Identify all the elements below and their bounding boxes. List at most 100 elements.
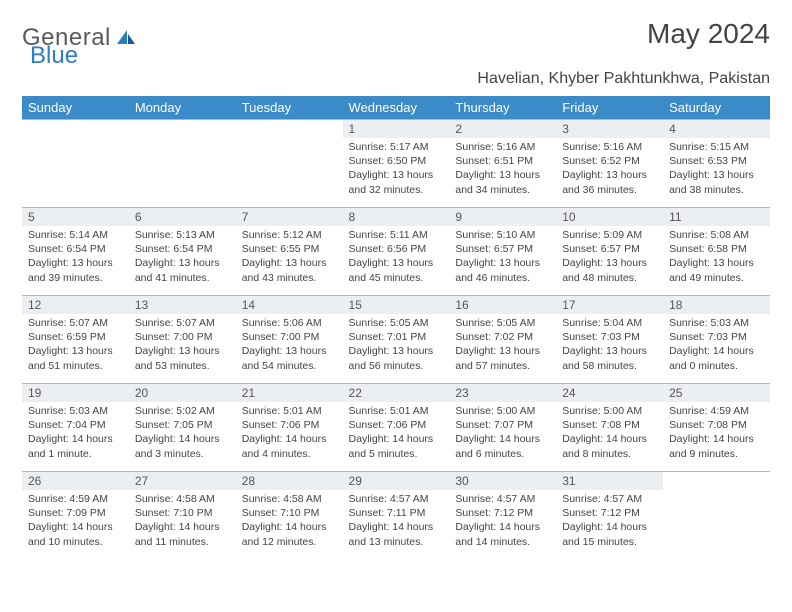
day-number: 22 bbox=[343, 384, 450, 402]
calendar-week-row: 1Sunrise: 5:17 AMSunset: 6:50 PMDaylight… bbox=[22, 120, 770, 208]
day-details: Sunrise: 5:08 AMSunset: 6:58 PMDaylight:… bbox=[663, 226, 770, 289]
day-number: 16 bbox=[449, 296, 556, 314]
weekday-header: Sunday bbox=[22, 96, 129, 120]
weekday-header: Friday bbox=[556, 96, 663, 120]
page-title: May 2024 bbox=[647, 18, 770, 50]
day-number: 26 bbox=[22, 472, 129, 490]
day-details: Sunrise: 5:14 AMSunset: 6:54 PMDaylight:… bbox=[22, 226, 129, 289]
calendar-cell: 9Sunrise: 5:10 AMSunset: 6:57 PMDaylight… bbox=[449, 208, 556, 296]
calendar-cell: 11Sunrise: 5:08 AMSunset: 6:58 PMDayligh… bbox=[663, 208, 770, 296]
day-details: Sunrise: 5:05 AMSunset: 7:01 PMDaylight:… bbox=[343, 314, 450, 377]
day-details: Sunrise: 5:02 AMSunset: 7:05 PMDaylight:… bbox=[129, 402, 236, 465]
weekday-header: Monday bbox=[129, 96, 236, 120]
calendar-cell bbox=[129, 120, 236, 208]
calendar-cell: 17Sunrise: 5:04 AMSunset: 7:03 PMDayligh… bbox=[556, 296, 663, 384]
weekday-header-row: SundayMondayTuesdayWednesdayThursdayFrid… bbox=[22, 96, 770, 120]
weekday-header: Saturday bbox=[663, 96, 770, 120]
day-details: Sunrise: 4:57 AMSunset: 7:12 PMDaylight:… bbox=[556, 490, 663, 553]
day-details: Sunrise: 5:15 AMSunset: 6:53 PMDaylight:… bbox=[663, 138, 770, 201]
day-number: 20 bbox=[129, 384, 236, 402]
weekday-header: Thursday bbox=[449, 96, 556, 120]
day-number: 29 bbox=[343, 472, 450, 490]
day-details: Sunrise: 5:01 AMSunset: 7:06 PMDaylight:… bbox=[343, 402, 450, 465]
day-number: 3 bbox=[556, 120, 663, 138]
weekday-header: Tuesday bbox=[236, 96, 343, 120]
day-number: 10 bbox=[556, 208, 663, 226]
calendar-cell: 15Sunrise: 5:05 AMSunset: 7:01 PMDayligh… bbox=[343, 296, 450, 384]
calendar-week-row: 19Sunrise: 5:03 AMSunset: 7:04 PMDayligh… bbox=[22, 384, 770, 472]
calendar-cell: 25Sunrise: 4:59 AMSunset: 7:08 PMDayligh… bbox=[663, 384, 770, 472]
day-details: Sunrise: 5:03 AMSunset: 7:03 PMDaylight:… bbox=[663, 314, 770, 377]
calendar-cell: 7Sunrise: 5:12 AMSunset: 6:55 PMDaylight… bbox=[236, 208, 343, 296]
day-details: Sunrise: 5:04 AMSunset: 7:03 PMDaylight:… bbox=[556, 314, 663, 377]
calendar-cell: 3Sunrise: 5:16 AMSunset: 6:52 PMDaylight… bbox=[556, 120, 663, 208]
day-number: 5 bbox=[22, 208, 129, 226]
day-details: Sunrise: 5:07 AMSunset: 7:00 PMDaylight:… bbox=[129, 314, 236, 377]
day-details: Sunrise: 5:10 AMSunset: 6:57 PMDaylight:… bbox=[449, 226, 556, 289]
calendar-cell bbox=[663, 472, 770, 560]
day-details: Sunrise: 4:58 AMSunset: 7:10 PMDaylight:… bbox=[236, 490, 343, 553]
calendar-cell: 22Sunrise: 5:01 AMSunset: 7:06 PMDayligh… bbox=[343, 384, 450, 472]
day-number: 19 bbox=[22, 384, 129, 402]
day-number: 4 bbox=[663, 120, 770, 138]
day-number: 9 bbox=[449, 208, 556, 226]
calendar-cell bbox=[22, 120, 129, 208]
brand-sail-icon bbox=[115, 26, 137, 51]
calendar-cell: 20Sunrise: 5:02 AMSunset: 7:05 PMDayligh… bbox=[129, 384, 236, 472]
subtitle: Havelian, Khyber Pakhtunkhwa, Pakistan bbox=[22, 70, 770, 88]
day-number: 6 bbox=[129, 208, 236, 226]
day-number: 30 bbox=[449, 472, 556, 490]
day-details: Sunrise: 5:05 AMSunset: 7:02 PMDaylight:… bbox=[449, 314, 556, 377]
calendar-cell: 29Sunrise: 4:57 AMSunset: 7:11 PMDayligh… bbox=[343, 472, 450, 560]
calendar-cell: 24Sunrise: 5:00 AMSunset: 7:08 PMDayligh… bbox=[556, 384, 663, 472]
day-number: 12 bbox=[22, 296, 129, 314]
calendar-cell: 27Sunrise: 4:58 AMSunset: 7:10 PMDayligh… bbox=[129, 472, 236, 560]
day-details: Sunrise: 5:01 AMSunset: 7:06 PMDaylight:… bbox=[236, 402, 343, 465]
calendar-table: SundayMondayTuesdayWednesdayThursdayFrid… bbox=[22, 96, 770, 560]
calendar-cell: 30Sunrise: 4:57 AMSunset: 7:12 PMDayligh… bbox=[449, 472, 556, 560]
day-details: Sunrise: 5:06 AMSunset: 7:00 PMDaylight:… bbox=[236, 314, 343, 377]
calendar-cell: 21Sunrise: 5:01 AMSunset: 7:06 PMDayligh… bbox=[236, 384, 343, 472]
day-details: Sunrise: 4:58 AMSunset: 7:10 PMDaylight:… bbox=[129, 490, 236, 553]
day-details: Sunrise: 5:13 AMSunset: 6:54 PMDaylight:… bbox=[129, 226, 236, 289]
calendar-cell: 10Sunrise: 5:09 AMSunset: 6:57 PMDayligh… bbox=[556, 208, 663, 296]
calendar-cell: 28Sunrise: 4:58 AMSunset: 7:10 PMDayligh… bbox=[236, 472, 343, 560]
day-details: Sunrise: 5:17 AMSunset: 6:50 PMDaylight:… bbox=[343, 138, 450, 201]
calendar-week-row: 5Sunrise: 5:14 AMSunset: 6:54 PMDaylight… bbox=[22, 208, 770, 296]
day-number: 25 bbox=[663, 384, 770, 402]
day-number: 8 bbox=[343, 208, 450, 226]
calendar-cell: 31Sunrise: 4:57 AMSunset: 7:12 PMDayligh… bbox=[556, 472, 663, 560]
calendar-cell: 14Sunrise: 5:06 AMSunset: 7:00 PMDayligh… bbox=[236, 296, 343, 384]
brand-part2: Blue bbox=[30, 42, 78, 70]
calendar-week-row: 26Sunrise: 4:59 AMSunset: 7:09 PMDayligh… bbox=[22, 472, 770, 560]
day-number: 24 bbox=[556, 384, 663, 402]
day-details: Sunrise: 5:11 AMSunset: 6:56 PMDaylight:… bbox=[343, 226, 450, 289]
day-number: 11 bbox=[663, 208, 770, 226]
calendar-cell: 16Sunrise: 5:05 AMSunset: 7:02 PMDayligh… bbox=[449, 296, 556, 384]
day-details: Sunrise: 5:00 AMSunset: 7:08 PMDaylight:… bbox=[556, 402, 663, 465]
calendar-week-row: 12Sunrise: 5:07 AMSunset: 6:59 PMDayligh… bbox=[22, 296, 770, 384]
day-number: 7 bbox=[236, 208, 343, 226]
day-details: Sunrise: 4:57 AMSunset: 7:12 PMDaylight:… bbox=[449, 490, 556, 553]
day-details: Sunrise: 4:57 AMSunset: 7:11 PMDaylight:… bbox=[343, 490, 450, 553]
day-number: 14 bbox=[236, 296, 343, 314]
calendar-body: 1Sunrise: 5:17 AMSunset: 6:50 PMDaylight… bbox=[22, 120, 770, 560]
day-details: Sunrise: 5:07 AMSunset: 6:59 PMDaylight:… bbox=[22, 314, 129, 377]
calendar-cell: 8Sunrise: 5:11 AMSunset: 6:56 PMDaylight… bbox=[343, 208, 450, 296]
calendar-cell: 2Sunrise: 5:16 AMSunset: 6:51 PMDaylight… bbox=[449, 120, 556, 208]
calendar-cell: 23Sunrise: 5:00 AMSunset: 7:07 PMDayligh… bbox=[449, 384, 556, 472]
day-number: 18 bbox=[663, 296, 770, 314]
day-number: 23 bbox=[449, 384, 556, 402]
day-number: 1 bbox=[343, 120, 450, 138]
day-details: Sunrise: 5:16 AMSunset: 6:51 PMDaylight:… bbox=[449, 138, 556, 201]
calendar-cell: 18Sunrise: 5:03 AMSunset: 7:03 PMDayligh… bbox=[663, 296, 770, 384]
calendar-cell: 26Sunrise: 4:59 AMSunset: 7:09 PMDayligh… bbox=[22, 472, 129, 560]
weekday-header: Wednesday bbox=[343, 96, 450, 120]
day-number: 15 bbox=[343, 296, 450, 314]
day-details: Sunrise: 5:12 AMSunset: 6:55 PMDaylight:… bbox=[236, 226, 343, 289]
calendar-cell: 6Sunrise: 5:13 AMSunset: 6:54 PMDaylight… bbox=[129, 208, 236, 296]
calendar-cell: 19Sunrise: 5:03 AMSunset: 7:04 PMDayligh… bbox=[22, 384, 129, 472]
day-number: 2 bbox=[449, 120, 556, 138]
day-details: Sunrise: 5:03 AMSunset: 7:04 PMDaylight:… bbox=[22, 402, 129, 465]
calendar-cell: 13Sunrise: 5:07 AMSunset: 7:00 PMDayligh… bbox=[129, 296, 236, 384]
